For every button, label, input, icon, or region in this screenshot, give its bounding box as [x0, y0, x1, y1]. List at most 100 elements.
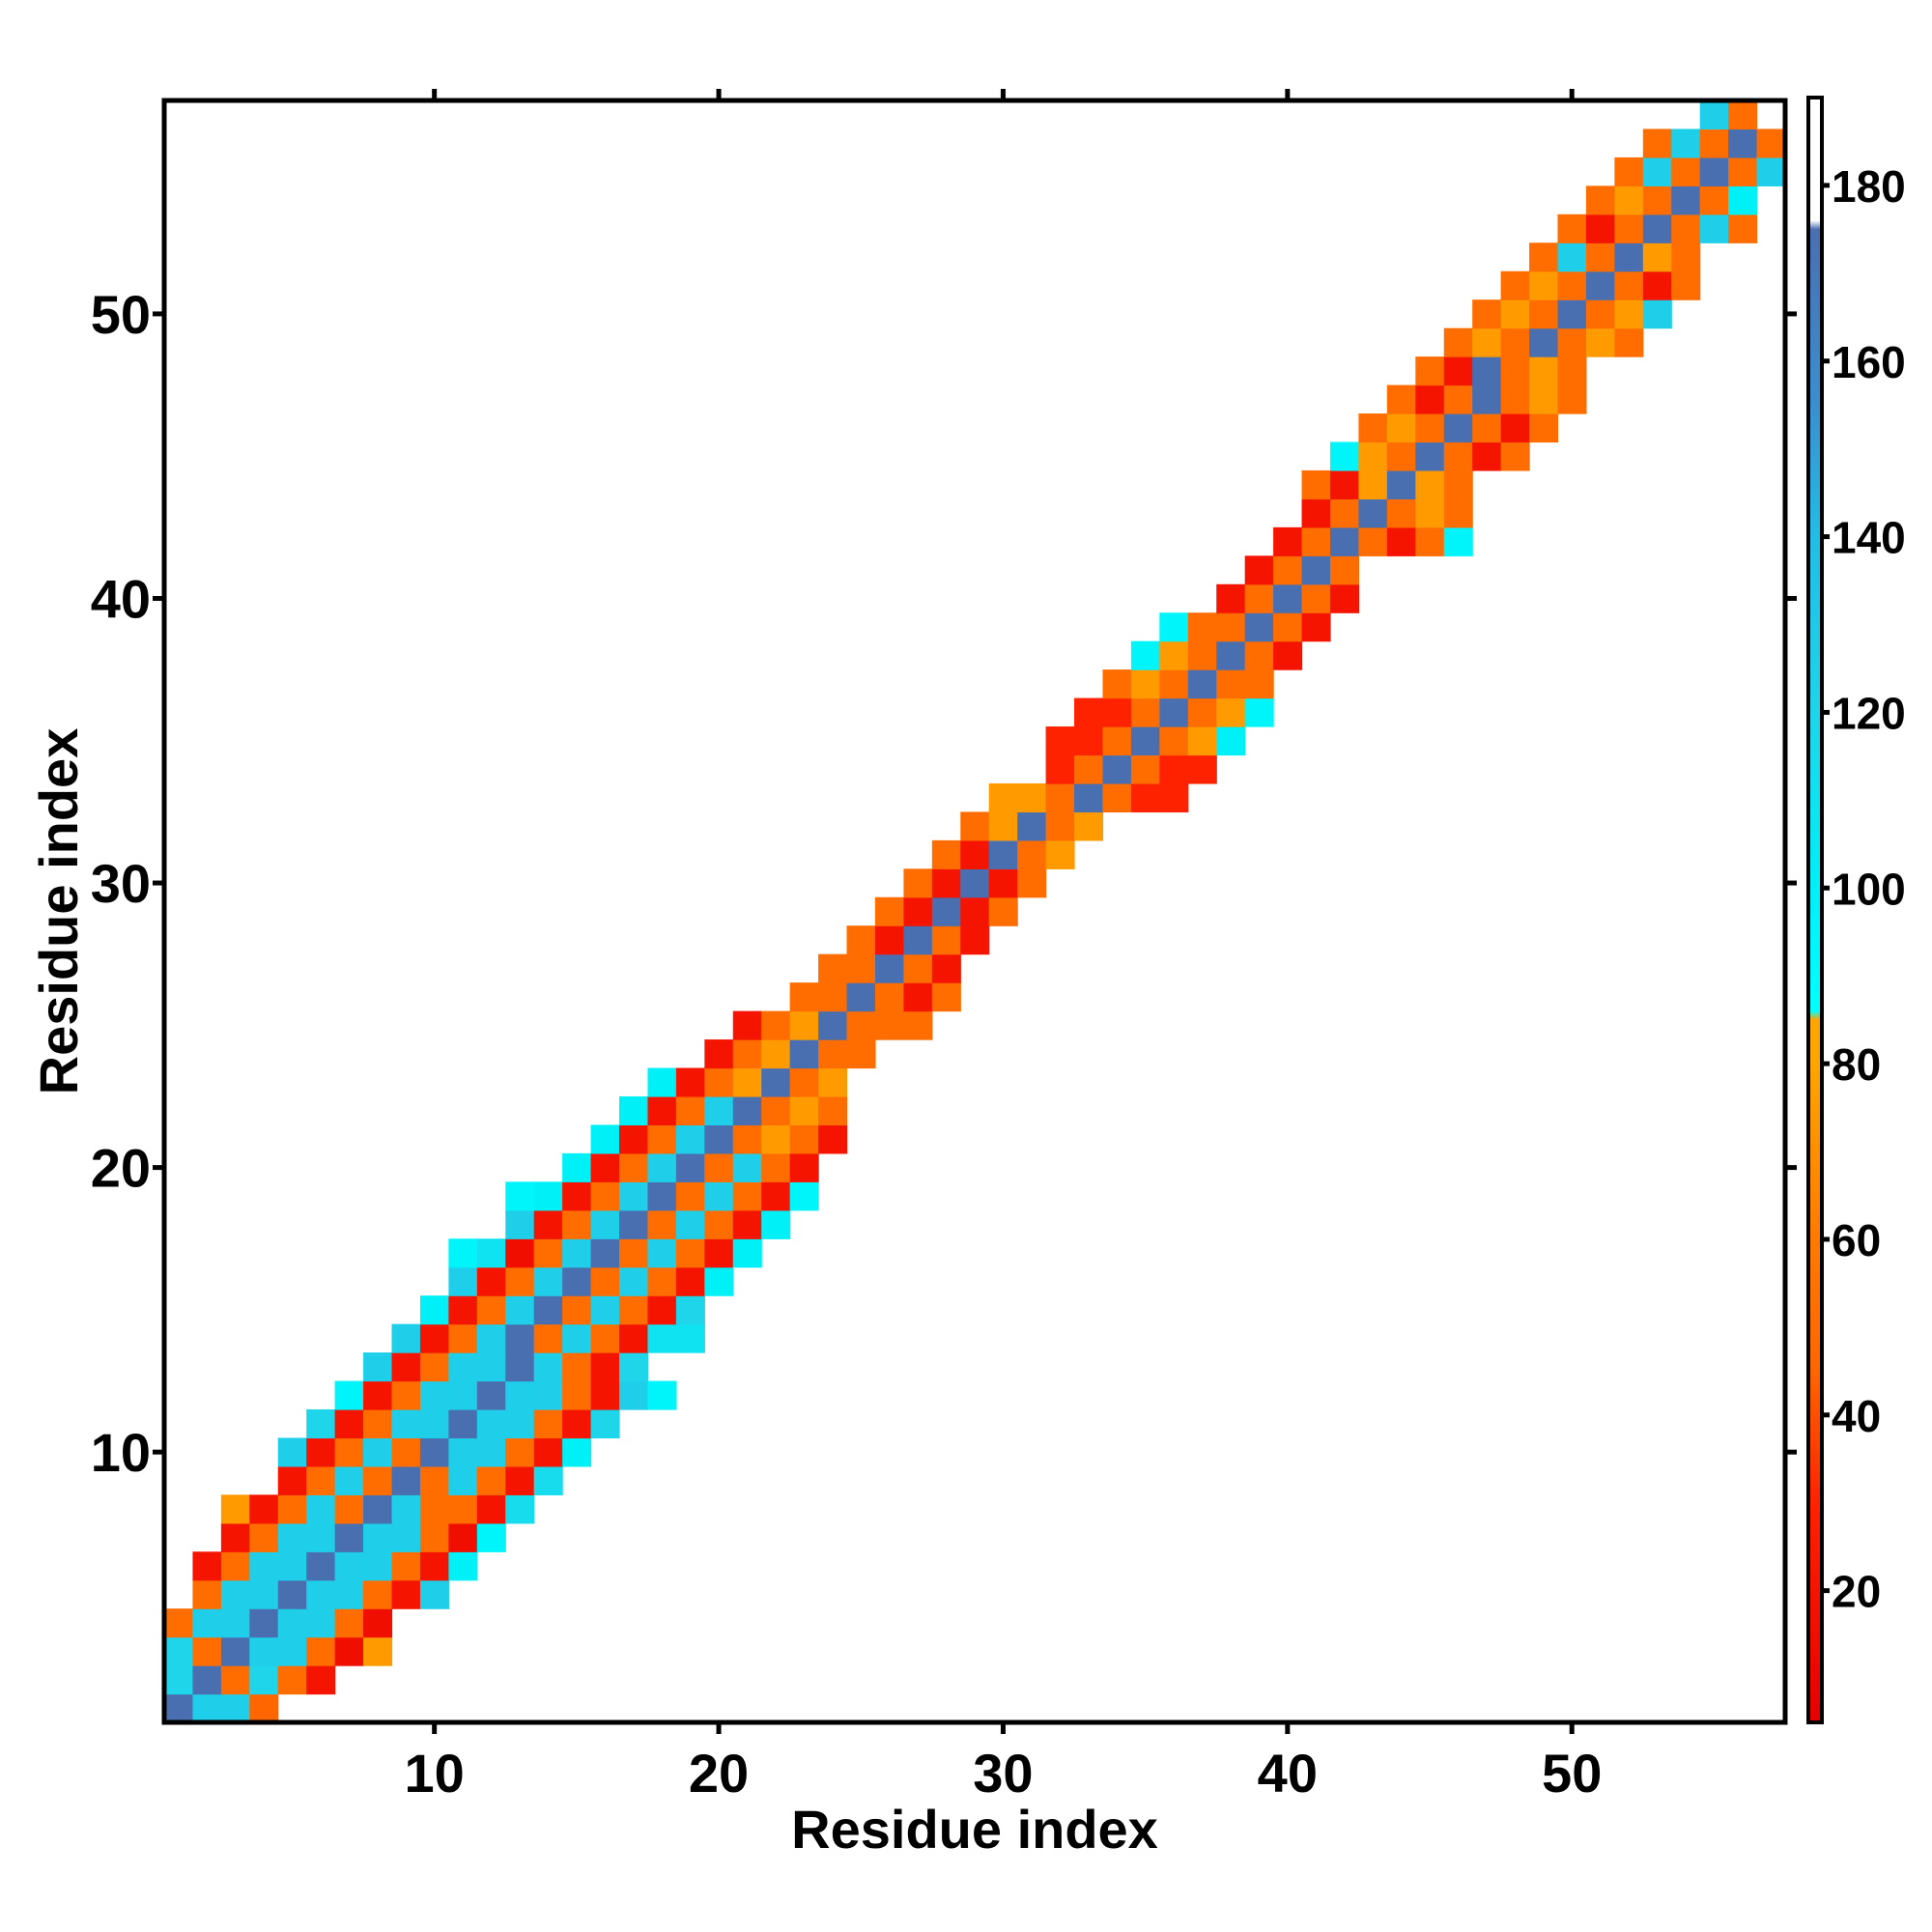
heatmap-cell — [334, 1579, 364, 1609]
heatmap-cell — [732, 1095, 762, 1126]
heatmap-cell — [249, 1551, 279, 1581]
heatmap-cell — [448, 1522, 478, 1552]
heatmap-cell — [1585, 213, 1615, 243]
heatmap-cell — [1102, 697, 1132, 727]
heatmap-cell — [448, 1323, 478, 1353]
heatmap-cell — [1472, 299, 1502, 329]
heatmap-cell — [562, 1181, 592, 1211]
heatmap-cell — [619, 1209, 649, 1239]
heatmap-cell — [306, 1636, 336, 1666]
heatmap-cell — [704, 1209, 734, 1239]
heatmap-cell — [306, 1465, 336, 1495]
heatmap-cell — [334, 1380, 364, 1410]
heatmap-cell — [391, 1522, 421, 1552]
heatmap-cell — [1728, 100, 1758, 130]
heatmap-cell — [334, 1522, 364, 1552]
heatmap-cell — [761, 1209, 791, 1239]
heatmap-cell — [277, 1522, 307, 1552]
heatmap-cell — [306, 1551, 336, 1581]
heatmap-cell — [192, 1693, 222, 1723]
heatmap-cell — [1159, 726, 1189, 756]
heatmap-cell — [192, 1551, 222, 1581]
heatmap-cell — [1329, 583, 1360, 613]
x-tick-label: 40 — [1258, 1743, 1318, 1804]
heatmap-cell — [277, 1551, 307, 1581]
heatmap-cell — [704, 1238, 734, 1268]
heatmap-cell — [1386, 469, 1416, 499]
heatmap-cell — [1130, 640, 1160, 670]
heatmap-cell — [675, 1124, 705, 1154]
colorbar-tick-label: 20 — [1832, 1567, 1881, 1617]
heatmap-cell — [619, 1352, 649, 1382]
heatmap-cell — [1102, 782, 1132, 813]
heatmap-cell — [220, 1693, 250, 1723]
heatmap-cell — [761, 1010, 791, 1040]
heatmap-cell — [363, 1465, 393, 1495]
heatmap-cell — [1102, 754, 1132, 784]
heatmap-cell — [1529, 413, 1559, 443]
heatmap-cell — [1585, 242, 1615, 272]
heatmap-cell — [1585, 327, 1615, 357]
heatmap-cell — [1187, 640, 1217, 670]
heatmap-cell — [846, 982, 876, 1012]
heatmap-cell — [590, 1380, 620, 1410]
heatmap-cell — [590, 1323, 620, 1353]
heatmap-cell — [1273, 612, 1303, 642]
heatmap-cell — [704, 1039, 734, 1069]
heatmap-cell — [1045, 782, 1075, 813]
heatmap-cell — [505, 1494, 535, 1524]
heatmap-cell — [675, 1095, 705, 1126]
heatmap-cell — [1187, 697, 1217, 727]
heatmap-cell — [1728, 128, 1758, 158]
heatmap-cell — [505, 1323, 535, 1353]
colorbar-tick-label: 80 — [1832, 1039, 1881, 1090]
heatmap-cell — [1529, 356, 1559, 386]
heatmap-cell — [1244, 583, 1274, 613]
heatmap-cell — [419, 1352, 449, 1382]
heatmap-cell — [761, 1124, 791, 1154]
heatmap-cell — [1244, 640, 1274, 670]
heatmap-cell — [761, 1095, 791, 1126]
heatmap-cell — [1699, 213, 1729, 243]
x-tick-label: 30 — [973, 1743, 1033, 1804]
heatmap-cell — [846, 1039, 876, 1069]
heatmap-cell — [419, 1437, 449, 1467]
heatmap-cell — [874, 1010, 904, 1040]
heatmap-cell — [988, 896, 1018, 926]
heatmap-cell — [789, 1095, 819, 1126]
heatmap-cell — [476, 1494, 506, 1524]
heatmap-cell — [562, 1152, 592, 1182]
heatmap-cell — [334, 1465, 364, 1495]
heatmap-cell — [619, 1323, 649, 1353]
heatmap-cell — [619, 1238, 649, 1268]
heatmap-cell — [391, 1323, 421, 1353]
heatmap-cell — [732, 1209, 762, 1239]
heatmap-cell — [1244, 697, 1274, 727]
heatmap-cell — [1216, 612, 1246, 642]
y-tick-label: 30 — [91, 853, 151, 914]
heatmap-cell — [931, 925, 961, 955]
heatmap-cell — [277, 1665, 307, 1695]
heatmap-cell — [619, 1152, 649, 1182]
heatmap-cell — [1159, 612, 1189, 642]
colorbar-tick-label: 140 — [1832, 513, 1906, 563]
heatmap-cell — [988, 839, 1018, 869]
heatmap-cell — [1728, 156, 1758, 186]
heatmap-cell — [1415, 498, 1445, 528]
plot-frame — [161, 98, 1788, 1725]
heatmap-cell — [562, 1295, 592, 1325]
heatmap-cell — [562, 1380, 592, 1410]
heatmap-cell — [1614, 270, 1644, 300]
heatmap-cell — [363, 1551, 393, 1581]
heatmap-cell — [874, 925, 904, 955]
heatmap-cell — [1244, 612, 1274, 642]
x-tick-label: 10 — [405, 1743, 465, 1804]
heatmap-cell — [1642, 156, 1672, 186]
heatmap-cell — [732, 1152, 762, 1182]
heatmap-cell — [1699, 185, 1729, 215]
heatmap-cell — [903, 953, 933, 983]
heatmap-cell — [1329, 441, 1360, 471]
heatmap-cell — [1642, 128, 1672, 158]
heatmap-cell — [391, 1352, 421, 1382]
heatmap-cell — [1557, 384, 1587, 414]
